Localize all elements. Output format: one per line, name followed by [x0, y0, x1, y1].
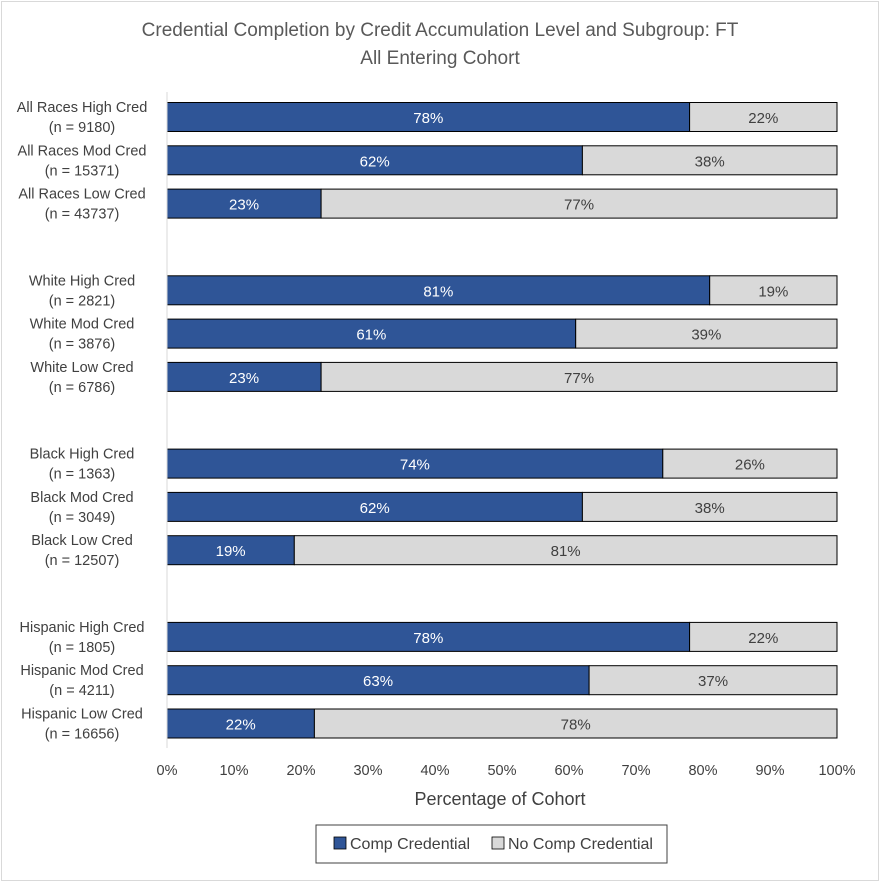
bar-value-label: 19% [758, 283, 788, 300]
x-tick-label: 40% [420, 763, 449, 779]
bar-no-comp-credential [320, 361, 838, 392]
bar-comp-credential [166, 275, 711, 306]
category-label: White Low Cred [30, 360, 133, 376]
bar-no-comp-credential [662, 448, 838, 479]
bar-value-label: 78% [561, 717, 591, 734]
bar-no-comp-credential [689, 102, 838, 132]
category-count-label: (n = 3049) [49, 510, 116, 526]
bar-comp-credential [166, 188, 322, 219]
category-count-label: (n = 2821) [49, 293, 116, 309]
bar-no-comp-credential [689, 621, 838, 652]
category-label: White Mod Cred [30, 317, 135, 333]
category-count-label: (n = 15371) [45, 163, 120, 179]
bar-value-label: 78% [413, 110, 443, 127]
bar-comp-credential [166, 621, 691, 652]
category-count-label: (n = 1363) [49, 467, 116, 483]
category-label: Black Low Cred [31, 533, 133, 549]
legend-box [315, 824, 668, 864]
bar-no-comp-credential [575, 318, 838, 349]
bar-no-comp-credential [581, 491, 838, 522]
bar-value-label: 38% [695, 500, 725, 517]
category-label: All Races Mod Cred [18, 143, 147, 159]
x-tick-label: 20% [286, 763, 315, 779]
category-count-label: (n = 6786) [49, 380, 116, 396]
bar-value-label: 61% [356, 327, 386, 344]
bar-rows: All Races High Cred (n = 9180) 78% 22% All R… [17, 100, 838, 743]
bar-value-label: 22% [748, 630, 778, 647]
category-count-label: (n = 9180) [49, 120, 116, 136]
bar-value-label: 22% [748, 110, 778, 127]
x-tick-label: 0% [157, 763, 178, 779]
bar-value-label: 22% [226, 717, 256, 734]
bar-value-label: 77% [564, 197, 594, 214]
category-label: White High Cred [29, 273, 135, 289]
bar-value-label: 81% [551, 543, 581, 560]
category-count-label: (n = 43737) [45, 207, 120, 223]
category-label: Black Mod Cred [30, 490, 133, 506]
bar-value-label: 62% [360, 500, 390, 517]
x-tick-label: 60% [554, 763, 583, 779]
bar-no-comp-credential [581, 145, 838, 176]
x-tick-label: 50% [487, 763, 516, 779]
bar-no-comp-credential [313, 708, 838, 739]
x-tick-label: 70% [621, 763, 650, 779]
category-count-label: (n = 4211) [49, 683, 114, 699]
bar-no-comp-credential [293, 535, 838, 566]
bar-value-label: 26% [735, 457, 765, 474]
bar-comp-credential [166, 145, 583, 176]
category-label: All Races High Cred [17, 100, 148, 116]
bar-value-label: 23% [229, 370, 259, 387]
chart-subtitle: All Entering Cohort [360, 48, 520, 69]
bar-value-label: 81% [423, 283, 453, 300]
category-label: Hispanic Mod Cred [20, 663, 143, 679]
x-tick-label: 30% [353, 763, 382, 779]
bar-value-label: 78% [413, 630, 443, 647]
category-count-label: (n = 16656) [45, 727, 120, 743]
x-tick-label: 10% [219, 763, 248, 779]
legend-swatch-comp [333, 836, 347, 850]
bar-value-label: 39% [691, 327, 721, 344]
bar-comp-credential [166, 448, 664, 479]
bar-no-comp-credential [320, 188, 838, 219]
bar-comp-credential [166, 708, 315, 739]
bar-value-label: 38% [695, 153, 725, 170]
bar-value-label: 19% [216, 543, 246, 560]
bar-value-label: 23% [229, 197, 259, 214]
bar-value-label: 74% [400, 457, 430, 474]
category-label: Hispanic High Cred [20, 620, 145, 636]
bar-value-label: 62% [360, 153, 390, 170]
chart-title: Credential Completion by Credit Accumula… [142, 20, 739, 41]
category-label: All Races Low Cred [18, 187, 145, 203]
bar-comp-credential [166, 102, 691, 132]
x-tick-label: 90% [755, 763, 784, 779]
category-label: Black High Cred [30, 447, 135, 463]
x-tick-label: 100% [818, 763, 855, 779]
category-count-label: (n = 3876) [49, 337, 116, 353]
x-tick-label: 80% [688, 763, 717, 779]
bar-value-label: 63% [363, 673, 393, 690]
x-axis: 0% 10% 20% 30% 40% 50% 60% 70% 80% 90% 100% [157, 92, 856, 779]
x-axis-label: Percentage of Cohort [414, 789, 585, 809]
bar-value-label: 37% [698, 673, 728, 690]
category-count-label: (n = 12507) [45, 553, 120, 569]
legend-swatch-no-comp [491, 836, 505, 850]
bar-value-label: 77% [564, 370, 594, 387]
legend: Comp Credential No Comp Credential [315, 824, 668, 864]
legend-label-no-comp: No Comp Credential [508, 836, 653, 853]
category-count-label: (n = 1805) [49, 640, 116, 656]
category-label: Hispanic Low Cred [21, 707, 143, 723]
bar-no-comp-credential [588, 665, 838, 696]
bar-no-comp-credential [709, 275, 838, 306]
bar-comp-credential [166, 665, 590, 696]
legend-label-comp: Comp Credential [350, 836, 470, 853]
